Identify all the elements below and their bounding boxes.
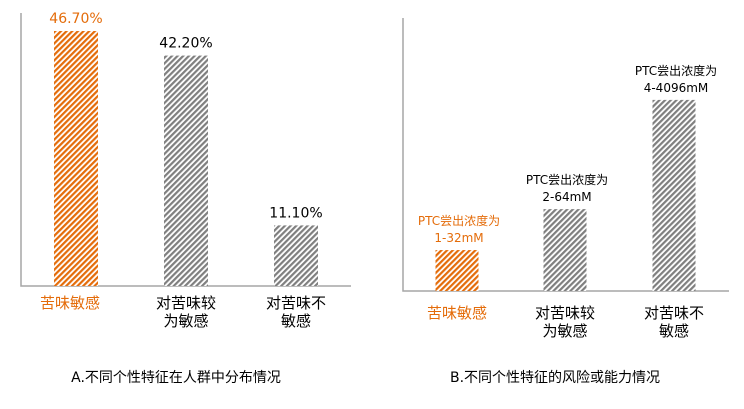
category-label: 对苦味不敏感 [266,294,326,330]
axis-lines [402,18,729,292]
category-label: 对苦味较为敏感 [535,304,595,340]
category-label: 对苦味较为敏感 [156,294,216,330]
data-label: PTC尝出浓度为 1-32mM [418,213,500,245]
bar [54,31,98,286]
category-label: 苦味敏感 [40,294,100,312]
chart-a: 46.70% 苦味敏感 42.20% 对苦味较为敏感 11.10% 对苦味不敏感 A.不同个… [20,11,351,386]
chart-b: PTC尝出浓度为 1-32mM 苦味敏感 PTC尝出浓度为 2-64mM 对苦味较为敏感 P… [402,18,729,386]
data-label: 11.10% [269,205,322,221]
data-label: PTC尝出浓度为 2-64mM [526,172,608,204]
category-label: 苦味敏感 [427,304,487,322]
axis-lines [20,13,351,287]
category-label: 对苦味不敏感 [644,304,704,340]
bar [543,209,587,291]
bar [274,225,318,286]
bar [164,55,208,287]
data-label: 46.70% [49,11,102,27]
data-label: PTC尝出浓度为 4-4096mM [635,63,717,95]
chart-title: B.不同个性特征的风险或能力情况 [450,370,660,386]
bar [652,99,696,292]
data-label: 42.20% [159,36,212,52]
bar [435,250,479,291]
chart-title: A.不同个性特征在人群中分布情况 [71,370,281,386]
